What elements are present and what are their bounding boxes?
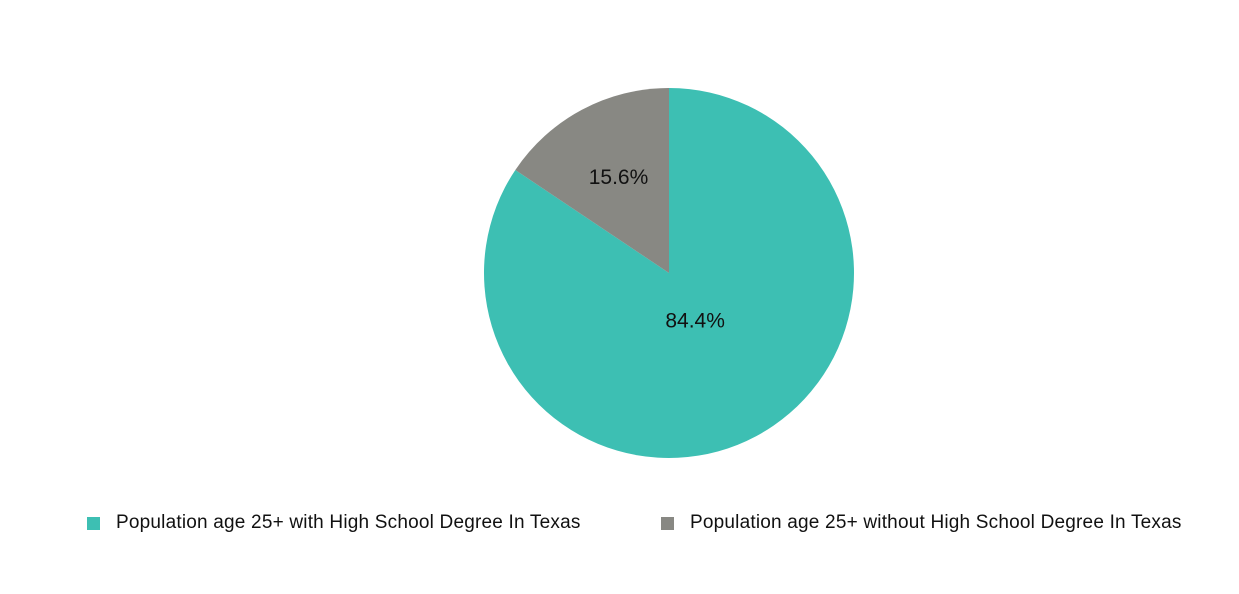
- pie-slices: [484, 88, 855, 458]
- legend-label-with-degree: Population age 25+ with High School Degr…: [116, 512, 581, 533]
- legend-item-without-degree: Population age 25+ without High School D…: [661, 510, 1182, 536]
- legend-swatch-without-degree: [661, 516, 674, 530]
- pie-slice-labels: 84.4% 15.6%: [589, 166, 725, 333]
- pie-slice-without-degree: [515, 88, 669, 273]
- slice-label-without-degree: 15.6%: [589, 166, 649, 189]
- legend-swatch-with-degree: [87, 516, 100, 530]
- legend: Population age 25+ with High School Degr…: [0, 510, 1239, 536]
- pie-svg: 84.4% 15.6%: [484, 88, 855, 458]
- legend-label-without-degree: Population age 25+ without High School D…: [690, 512, 1182, 533]
- slice-label-with-degree: 84.4%: [665, 310, 725, 333]
- legend-item-with-degree: Population age 25+ with High School Degr…: [87, 510, 581, 536]
